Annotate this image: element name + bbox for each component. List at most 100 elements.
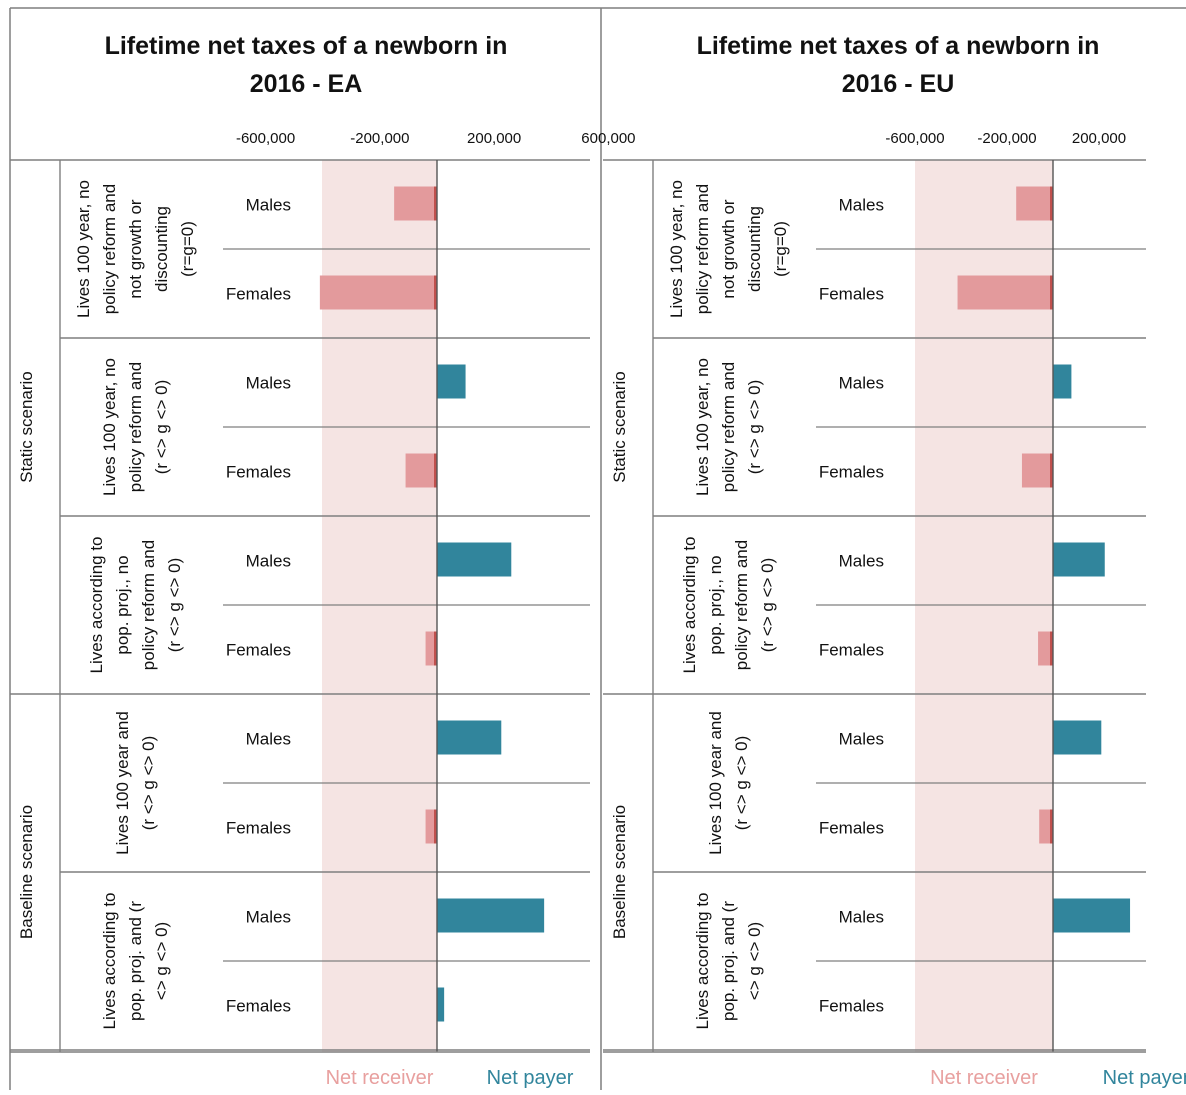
bar-label-females: Females xyxy=(819,285,884,304)
x-tick-label: 200,000 xyxy=(1072,130,1126,147)
legend-net-receiver: Net receiver xyxy=(326,1067,434,1089)
chart-title-line-2: 2016 - EA xyxy=(250,70,363,98)
bar-label-females: Females xyxy=(819,997,884,1016)
bar-edge xyxy=(434,631,437,666)
chart-title-line-1: Lifetime net taxes of a newborn in xyxy=(105,32,508,60)
legend-net-receiver: Net receiver xyxy=(930,1067,1038,1089)
group-label-line: Lives according to xyxy=(693,892,712,1029)
scenario-label: Static scenario xyxy=(610,371,629,483)
bar-edge xyxy=(1050,809,1053,844)
scenario-label: Baseline scenario xyxy=(610,805,629,939)
bar-edge xyxy=(434,453,437,488)
group-label-line: Lives 100 year and xyxy=(706,711,725,855)
group-label-line: discounting xyxy=(152,206,171,292)
group-label-line: (r=g=0) xyxy=(178,221,197,277)
bar-label-males: Males xyxy=(839,552,884,571)
group-label-line: (r <> g <> 0) xyxy=(745,380,764,475)
bar-label-males: Males xyxy=(246,908,291,927)
bar-net-receiver xyxy=(425,809,437,844)
group-label-line: Lives 100 year, no xyxy=(693,358,712,496)
bar-label-males: Males xyxy=(246,374,291,393)
group-label-line: policy reform and xyxy=(732,540,751,670)
chart-title-line-1: Lifetime net taxes of a newborn in xyxy=(697,32,1100,60)
bar-net-receiver xyxy=(1021,453,1053,488)
group-label-line: (r=g=0) xyxy=(771,221,790,277)
group-label-line: Lives 100 year and xyxy=(113,711,132,855)
bar-edge xyxy=(1050,186,1053,221)
group-label-line: Lives 100 year, no xyxy=(100,358,119,496)
group-label-line: pop. proj. and (r xyxy=(126,901,145,1021)
legend-net-payer: Net payer xyxy=(1103,1067,1186,1089)
bar-label-females: Females xyxy=(226,819,291,838)
bar-edge xyxy=(1050,453,1053,488)
bar-net-payer xyxy=(1053,364,1072,399)
group-label-line: pop. proj., no xyxy=(706,555,725,654)
group-label-line: policy reform and xyxy=(126,362,145,492)
bar-net-receiver xyxy=(405,453,437,488)
bar-net-receiver xyxy=(425,631,437,666)
chart-title-line-2: 2016 - EU xyxy=(842,70,955,98)
group-label-line: (r <> g <> 0) xyxy=(758,558,777,653)
legend-net-payer: Net payer xyxy=(487,1067,574,1089)
bar-net-payer xyxy=(1053,720,1102,755)
bar-edge xyxy=(434,275,437,310)
bar-net-receiver xyxy=(1039,809,1053,844)
bar-net-receiver xyxy=(1038,631,1053,666)
bar-edge xyxy=(1050,631,1053,666)
group-label-line: (r <> g <> 0) xyxy=(139,736,158,831)
bar-edge xyxy=(1050,275,1053,310)
x-tick-label: 600,000 xyxy=(581,130,635,147)
bar-label-females: Females xyxy=(226,997,291,1016)
bar-net-payer xyxy=(437,987,445,1022)
bar-label-females: Females xyxy=(819,463,884,482)
bar-label-males: Males xyxy=(839,374,884,393)
bar-label-males: Males xyxy=(839,908,884,927)
group-label-line: <> g <> 0) xyxy=(152,922,171,1000)
x-tick-label: -600,000 xyxy=(885,130,944,147)
group-label-line: Lives according to xyxy=(680,536,699,673)
x-tick-label: -200,000 xyxy=(977,130,1036,147)
bar-label-females: Females xyxy=(226,641,291,660)
x-tick-label: -200,000 xyxy=(350,130,409,147)
group-label-line: (r <> g <> 0) xyxy=(732,736,751,831)
group-label-line: <> g <> 0) xyxy=(745,922,764,1000)
group-label-line: pop. proj. and (r xyxy=(719,901,738,1021)
bar-label-males: Males xyxy=(839,196,884,215)
group-label-line: pop. proj., no xyxy=(113,555,132,654)
chart-panel-eu: Lifetime net taxes of a newborn in 2016 -… xyxy=(603,32,1186,1089)
bar-net-receiver xyxy=(957,275,1053,310)
bar-net-receiver xyxy=(319,275,437,310)
group-label-line: policy reform and xyxy=(100,184,119,314)
group-label-line: policy reform and xyxy=(719,362,738,492)
bar-label-males: Males xyxy=(246,730,291,749)
bar-net-payer xyxy=(1053,542,1105,577)
group-label-line: not growth or xyxy=(126,199,145,299)
bar-label-females: Females xyxy=(819,819,884,838)
group-label-line: (r <> g <> 0) xyxy=(165,558,184,653)
group-label-line: (r <> g <> 0) xyxy=(152,380,171,475)
group-label-line: Lives according to xyxy=(87,536,106,673)
scenario-label: Baseline scenario xyxy=(17,805,36,939)
bar-net-payer xyxy=(437,364,466,399)
bar-net-payer xyxy=(437,542,512,577)
group-label-line: Lives according to xyxy=(100,892,119,1029)
bar-label-females: Females xyxy=(819,641,884,660)
bar-label-females: Females xyxy=(226,463,291,482)
group-label-line: policy reform and xyxy=(139,540,158,670)
x-tick-label: 200,000 xyxy=(467,130,521,147)
scenario-label: Static scenario xyxy=(17,371,36,483)
bar-label-males: Males xyxy=(839,730,884,749)
bar-net-payer xyxy=(437,898,545,933)
bar-edge xyxy=(434,186,437,221)
bar-edge xyxy=(434,809,437,844)
chart-panel-ea: Lifetime net taxes of a newborn in 2016 -… xyxy=(10,32,636,1089)
group-label-line: Lives 100 year, no xyxy=(74,180,93,318)
bar-net-receiver xyxy=(1016,186,1053,221)
x-tick-label: -600,000 xyxy=(236,130,295,147)
bar-label-males: Males xyxy=(246,196,291,215)
bar-net-receiver xyxy=(394,186,437,221)
group-label-line: not growth or xyxy=(719,199,738,299)
bar-net-payer xyxy=(437,720,502,755)
